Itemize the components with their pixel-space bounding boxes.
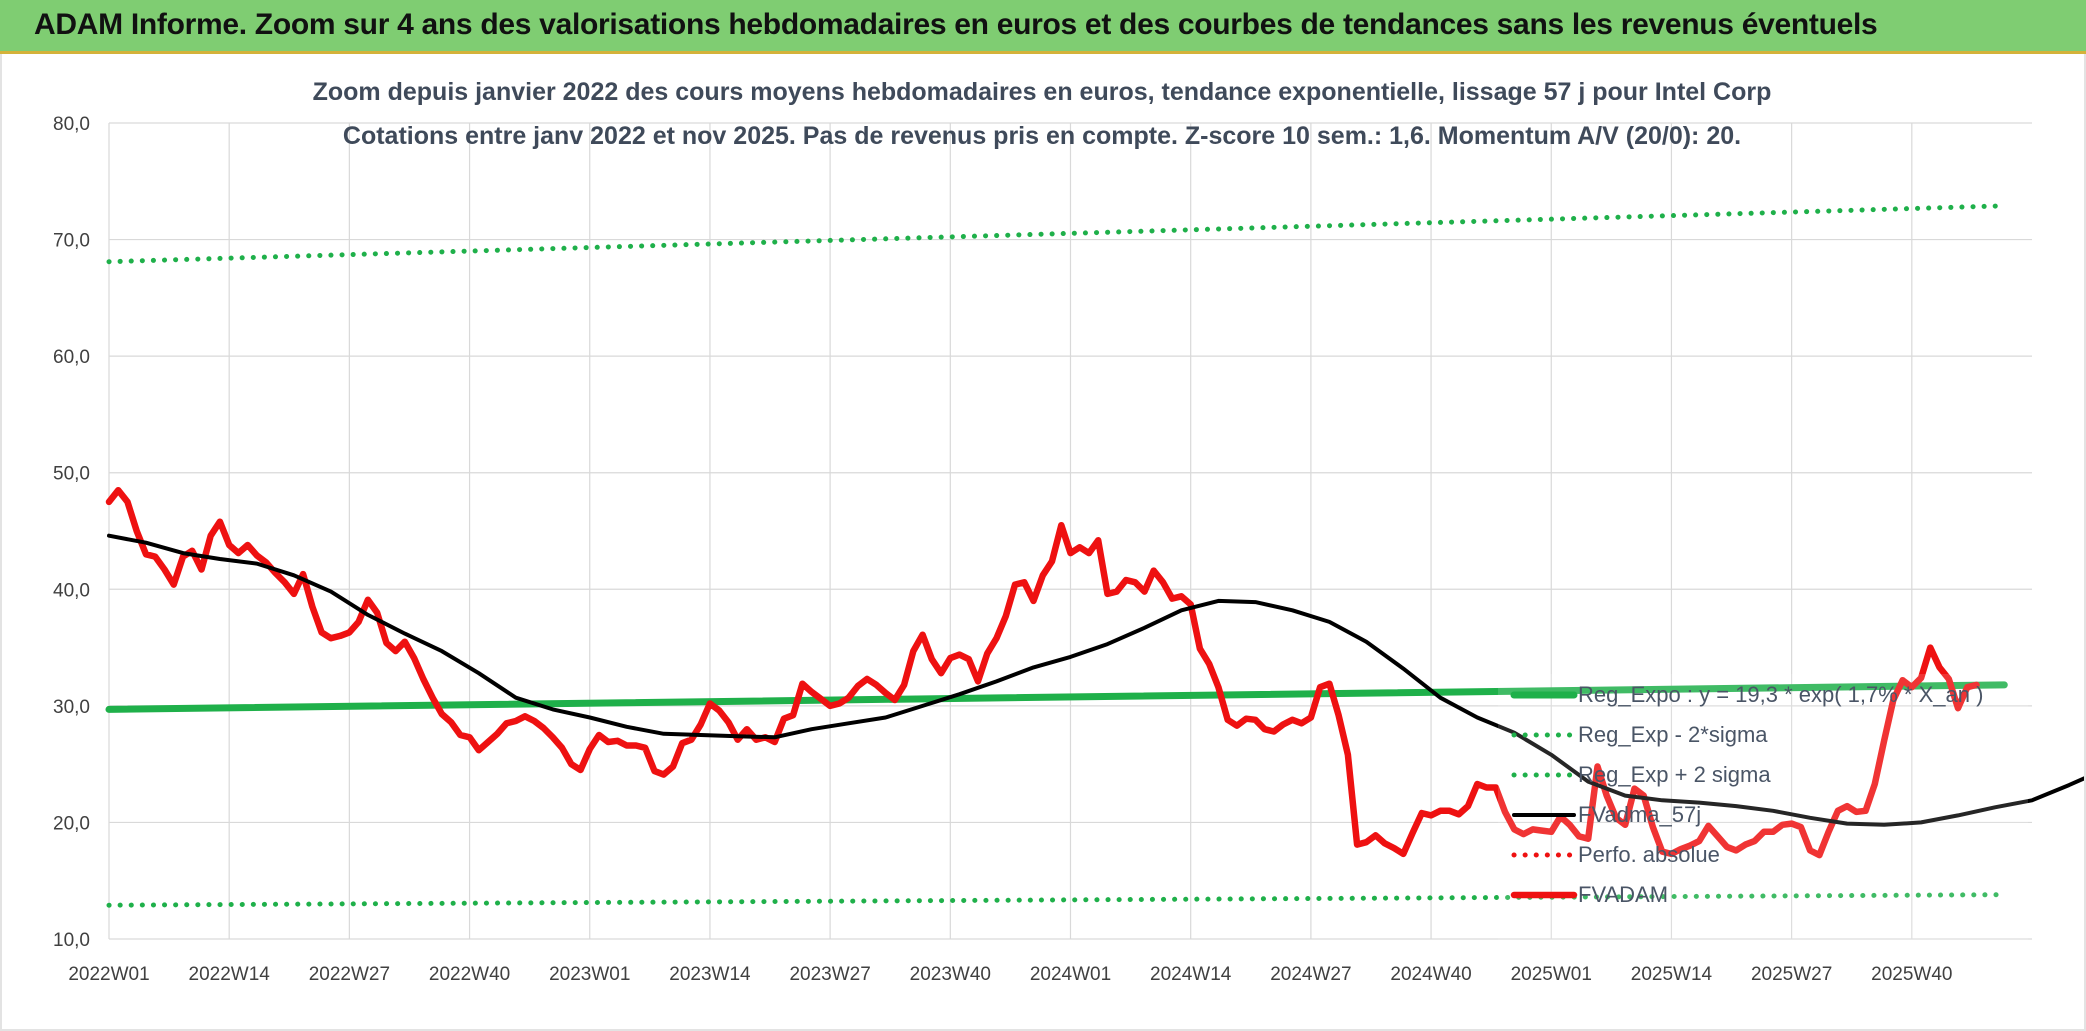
x-tick-label: 2025W40: [1871, 964, 1952, 985]
y-tick-label: 50,0: [53, 464, 90, 485]
x-tick-label: 2023W14: [669, 964, 751, 985]
chart-subtitle: Cotations entre janv 2022 et nov 2025. P…: [343, 122, 1741, 150]
report-banner: ADAM Informe. Zoom sur 4 ans des valoris…: [0, 0, 2086, 54]
y-tick-label: 20,0: [53, 813, 90, 834]
x-tick-label: 2022W01: [68, 964, 149, 985]
grid: [108, 122, 2032, 940]
y-tick-label: 60,0: [53, 347, 90, 368]
price-chart: 10,0 20,0 30,0 40,0 50,0 60,0 70,0 80,0 2022W01 2…: [53, 78, 2084, 985]
series-line-fvadam: [105, 486, 1980, 859]
series-line-reg-expo-y-19-3-exp-1-7-x-an: [105, 681, 2008, 713]
legend: Reg_Expo : y = 19,3 * exp( 1,7% * X_an )…: [1510, 682, 1983, 907]
x-tick-label: 2022W14: [189, 964, 271, 985]
x-tick-label: 2023W01: [549, 964, 630, 985]
legend-label: Reg_Exp + 2 sigma: [1578, 762, 1771, 787]
series-line-reg-exp-2-sigma: [106, 203, 2007, 265]
axes: 10,0 20,0 30,0 40,0 50,0 60,0 70,0 80,0 2022W01 2…: [53, 114, 1952, 985]
x-tick-label: 2025W01: [1511, 964, 1592, 985]
x-tick-label: 2024W27: [1270, 964, 1351, 985]
x-tick-label: 2024W14: [1150, 964, 1232, 985]
chart-frame: 10,0 20,0 30,0 40,0 50,0 60,0 70,0 80,0 2022W01 2…: [0, 54, 2086, 1031]
x-tick-label: 2024W40: [1390, 964, 1471, 985]
series-layer: [105, 203, 2084, 908]
x-tick-label: 2023W40: [910, 964, 991, 985]
y-tick-label: 80,0: [53, 114, 90, 135]
series-line-fvadma-57j: [107, 533, 2084, 827]
y-tick-label: 40,0: [53, 580, 90, 601]
x-tick-label: 2024W01: [1030, 964, 1111, 985]
x-tick-label: 2025W14: [1631, 964, 1713, 985]
x-tick-label: 2022W40: [429, 964, 510, 985]
legend-background: [1498, 674, 2028, 944]
legend-label: Reg_Exp - 2*sigma: [1578, 722, 1768, 747]
y-tick-label: 10,0: [53, 930, 90, 951]
x-tick-label: 2025W27: [1751, 964, 1832, 985]
x-tick-label: 2022W27: [309, 964, 390, 985]
legend-label: FVADAM: [1578, 882, 1668, 907]
legend-label: Perfo. absolue: [1578, 842, 1720, 867]
report-title: ADAM Informe. Zoom sur 4 ans des valoris…: [34, 8, 1878, 41]
y-tick-label: 30,0: [53, 697, 90, 718]
y-tick-label: 70,0: [53, 231, 90, 252]
legend-label: Reg_Expo : y = 19,3 * exp( 1,7% * X_an ): [1578, 682, 1983, 707]
x-tick-label: 2023W27: [789, 964, 870, 985]
legend-label: FVadma_57j: [1578, 802, 1701, 827]
chart-title: Zoom depuis janvier 2022 des cours moyen…: [313, 78, 1772, 106]
